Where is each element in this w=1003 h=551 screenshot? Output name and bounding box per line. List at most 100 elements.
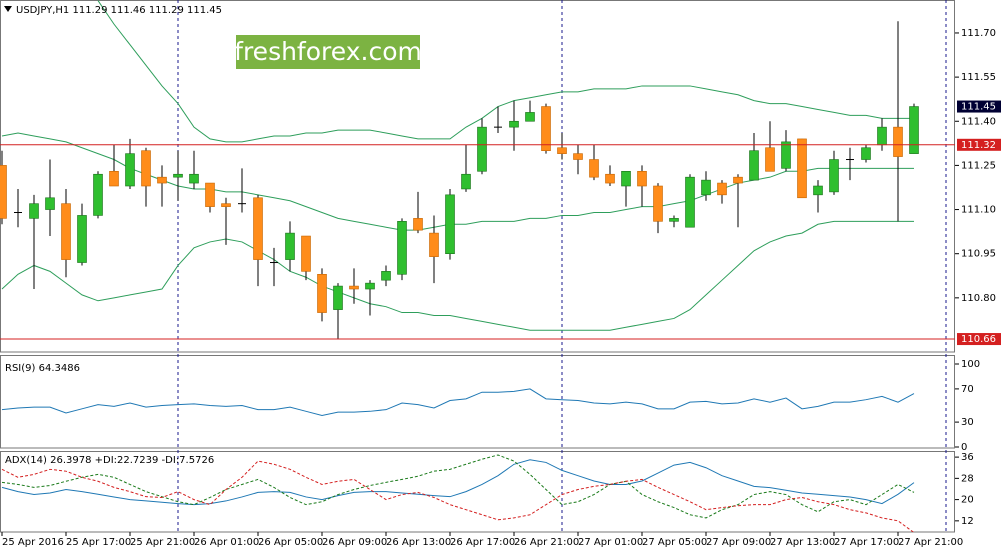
bull-candle (285, 232, 295, 260)
x-tick-label: 26 Apr 09:00 (322, 537, 387, 548)
bear-candle (733, 176, 743, 184)
bear-candle (541, 106, 551, 151)
bear-candle (637, 170, 647, 187)
bear-candle (253, 197, 263, 260)
bollinger-upper (97, 0, 914, 143)
watermark: freshforex.com (234, 37, 422, 66)
y-tick-label: 28 (961, 473, 974, 484)
bull-candle (381, 271, 391, 281)
bear-candle (349, 285, 359, 290)
bull-candle (909, 106, 919, 154)
indicator-line (1, 459, 915, 506)
bear-candle (893, 126, 903, 157)
bear-candle (317, 274, 327, 313)
x-tick-label: 27 Apr 17:00 (834, 537, 899, 548)
y-tick-label: 111.25 (961, 160, 996, 171)
watermark-box (236, 35, 420, 69)
rsi-title: RSI(9) 64.3486 (5, 363, 80, 374)
adx-title: ADX(14) 26.3978 +DI:22.7239 -DI:7.5726 (5, 455, 214, 466)
bear-candle (221, 203, 231, 207)
bull-candle (397, 221, 407, 275)
bear-candle (109, 170, 119, 187)
level-label: 111.32 (961, 140, 996, 151)
y-tick-label: 111.10 (961, 205, 996, 216)
bull-candle (125, 153, 135, 187)
y-tick-label: 111.55 (961, 72, 996, 83)
x-tick-label: 25 Apr 2016 (2, 537, 64, 548)
bear-candle (765, 147, 775, 172)
bear-candle (141, 150, 151, 187)
bull-candle (829, 159, 839, 193)
bear-candle (0, 165, 7, 219)
adx-panel-frame (0, 451, 955, 533)
bull-candle (461, 173, 471, 190)
bull-candle (749, 150, 759, 181)
bull-candle (813, 185, 823, 196)
x-tick-label: 26 Apr 17:00 (450, 537, 515, 548)
bull-candle (365, 282, 375, 290)
menu-triangle (4, 6, 12, 12)
indicator-line (1, 454, 915, 519)
bull-candle (621, 170, 631, 187)
y-tick-label: 30 (961, 417, 974, 428)
y-tick-label: 111.40 (961, 116, 996, 127)
bull-candle (669, 218, 679, 222)
y-tick-label: 70 (961, 384, 974, 395)
bear-candle (157, 176, 167, 184)
y-tick-label: 20 (961, 495, 974, 506)
bull-candle (861, 147, 871, 160)
bear-candle (61, 203, 71, 260)
bollinger-middle (1, 132, 914, 231)
level-label-box (957, 138, 1001, 151)
y-tick-label: 36 (961, 452, 974, 463)
bear-candle (589, 159, 599, 178)
bull-candle (477, 126, 487, 172)
bull-candle (781, 141, 791, 169)
x-tick-label: 27 Apr 09:00 (706, 537, 771, 548)
x-tick-label: 26 Apr 13:00 (386, 537, 451, 548)
bear-candle (573, 153, 583, 160)
y-tick-label: 12 (961, 516, 974, 527)
bear-candle (797, 138, 807, 199)
x-tick-label: 25 Apr 21:00 (130, 537, 195, 548)
bull-candle (77, 215, 87, 263)
bull-candle (29, 203, 39, 219)
rsi-panel-frame (0, 355, 955, 449)
bull-candle (173, 173, 183, 178)
bull-candle (45, 197, 55, 210)
x-tick-label: 27 Apr 05:00 (642, 537, 707, 548)
bull-candle (333, 285, 343, 310)
x-tick-label: 26 Apr 05:00 (258, 537, 323, 548)
bull-candle (445, 194, 455, 254)
x-tick-label: 27 Apr 13:00 (770, 537, 835, 548)
bear-candle (653, 185, 663, 222)
price-label-box (957, 100, 1001, 113)
bear-candle (605, 173, 615, 184)
bollinger-lower (1, 220, 914, 331)
level-label: 110.66 (961, 334, 996, 345)
x-tick-label: 26 Apr 01:00 (194, 537, 259, 548)
chart-title: USDJPY,H1 111.29 111.46 111.29 111.45 (16, 5, 222, 16)
level-label-box (957, 333, 1001, 346)
bull-candle (525, 112, 535, 122)
bear-candle (557, 147, 567, 154)
bear-candle (205, 182, 215, 207)
bear-candle (301, 235, 311, 272)
indicator-line (1, 388, 915, 416)
x-tick-label: 25 Apr 17:00 (66, 537, 131, 548)
x-tick-label: 27 Apr 01:00 (578, 537, 643, 548)
x-tick-label: 26 Apr 21:00 (514, 537, 579, 548)
bull-candle (685, 176, 695, 228)
y-tick-label: 110.80 (961, 293, 996, 304)
y-tick-label: 111.70 (961, 28, 996, 39)
bear-candle (717, 182, 727, 196)
x-tick-label: 27 Apr 21:00 (898, 537, 963, 548)
bull-candle (877, 126, 887, 146)
bull-candle (93, 173, 103, 216)
bear-candle (413, 218, 423, 231)
bull-candle (189, 173, 199, 184)
